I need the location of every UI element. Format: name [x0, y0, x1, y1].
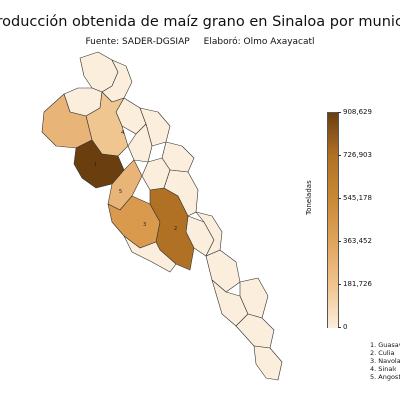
- rank-label-2: 2: [174, 226, 177, 232]
- tick-label-2: 363,452: [343, 237, 372, 245]
- ranking-item-2: 2. Culiacán: [370, 349, 395, 357]
- colorbar-segment-2: [328, 200, 338, 243]
- muni-eastern-sierra[interactable]: [163, 169, 199, 217]
- tick-label-3: 545,178: [343, 194, 372, 202]
- tick-mark-5: [338, 112, 341, 113]
- tick-mark-2: [338, 241, 341, 242]
- colorbar-segment-0: [328, 286, 338, 328]
- rank-label-4: 4: [121, 130, 124, 136]
- tick-label-5: 908,629: [343, 108, 372, 116]
- tick-mark-0: [338, 327, 341, 328]
- map-subtitle: Fuente: SADER-DGSIAP Elaboró: Olmo Axayac…: [0, 37, 400, 47]
- colorbar-segment-1: [328, 243, 338, 286]
- muni-sierra-south[interactable]: [195, 211, 223, 257]
- source-text: Fuente: SADER-DGSIAP: [85, 37, 190, 47]
- muni-san-ignacio[interactable]: [205, 249, 241, 293]
- ranking-item-1: 1. Guasave: [370, 341, 400, 349]
- muni-escuinapa[interactable]: [253, 345, 283, 381]
- muni-sinaloa[interactable]: [85, 91, 129, 157]
- ranking-list: 1. Guasave 2. Culiacán 3. Navolato 4. Si…: [370, 341, 400, 381]
- colorbar: [327, 112, 339, 328]
- tick-label-4: 726,903: [343, 151, 372, 159]
- author-text: Elaboró: Olmo Axayacatl: [203, 37, 315, 47]
- ranking-item-5: 5. Angostura: [370, 373, 400, 381]
- muni-rank-labels: 1 2 3 4 5: [94, 130, 177, 232]
- tick-label-1: 181,726: [343, 280, 372, 288]
- rank-label-1: 1: [94, 162, 97, 168]
- rank-label-3: 3: [143, 222, 146, 228]
- tick-mark-1: [338, 284, 341, 285]
- map-title: Producción obtenida de maíz grano en Sin…: [0, 14, 400, 30]
- tick-mark-3: [338, 198, 341, 199]
- colorbar-segment-4: [328, 113, 338, 156]
- muni-coastal-strip[interactable]: [123, 235, 177, 273]
- ranking-item-3: 3. Navolato: [370, 357, 400, 365]
- colorbar-segment-3: [328, 156, 338, 200]
- tick-mark-4: [338, 155, 341, 156]
- rank-label-5: 5: [119, 189, 122, 195]
- colorbar-label: Toneladas: [305, 180, 313, 215]
- ranking-item-4: 4. Sinaloa: [370, 365, 396, 373]
- tick-label-0: 0: [343, 323, 348, 331]
